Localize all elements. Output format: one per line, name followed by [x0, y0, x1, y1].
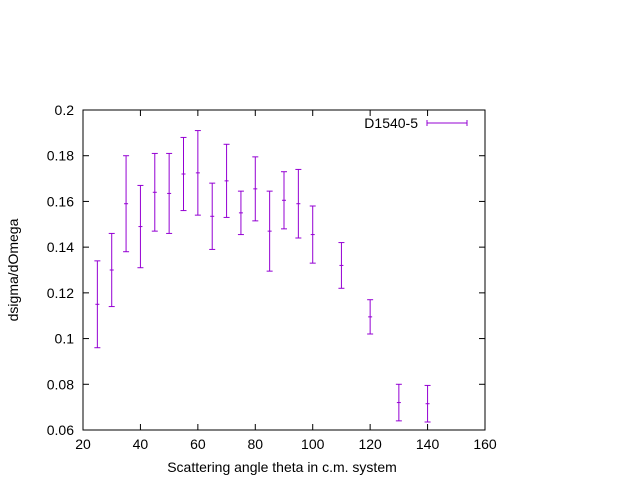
error-bar-point — [252, 156, 259, 222]
error-bar-point — [281, 171, 287, 230]
x-tick-label: 100 — [301, 436, 325, 452]
error-bar-point — [137, 184, 144, 269]
y-tick-label: 0.06 — [47, 422, 74, 438]
x-tick-label: 80 — [247, 436, 263, 452]
error-bar-point — [194, 130, 201, 216]
error-bar-point — [424, 384, 431, 423]
x-axis-label: Scattering angle theta in c.m. system — [167, 459, 397, 475]
error-bar-point — [180, 136, 187, 212]
x-tick-label: 20 — [75, 436, 91, 452]
error-bar-point — [338, 242, 345, 289]
error-bar-point — [123, 155, 130, 253]
series-layer — [94, 130, 431, 423]
error-bar-point — [209, 182, 216, 250]
legend-key — [426, 120, 468, 126]
y-tick-label: 0.16 — [47, 193, 74, 209]
y-tick-label: 0.18 — [47, 148, 74, 164]
error-bar-point — [223, 143, 230, 218]
error-bar-point — [166, 152, 173, 234]
y-tick-label: 0.12 — [47, 285, 74, 301]
y-tick-label: 0.1 — [55, 331, 75, 347]
y-tick-label: 0.08 — [47, 376, 74, 392]
x-tick-label: 60 — [190, 436, 206, 452]
error-bar-point — [367, 299, 374, 335]
plot-frame — [82, 109, 486, 431]
error-bar-point — [395, 383, 402, 422]
error-bar-point — [309, 205, 316, 264]
error-bar-point — [295, 168, 302, 239]
error-bar-point — [237, 190, 244, 236]
error-bar-point — [108, 232, 115, 308]
x-tick-label: 40 — [133, 436, 149, 452]
x-tick-label: 160 — [473, 436, 497, 452]
x-tick-label: 120 — [358, 436, 382, 452]
y-tick-label: 0.2 — [55, 102, 75, 118]
error-bar-point — [151, 152, 158, 232]
y-tick-label: 0.14 — [47, 239, 74, 255]
legend-label-d1540-5: D1540-5 — [364, 115, 418, 131]
error-bar-point — [266, 190, 273, 272]
x-tick-label: 140 — [416, 436, 440, 452]
y-axis-label: dsigma/dOmega — [5, 218, 21, 321]
tick-layer: 20 40 60 80 100 120 140 160 0.06 0.08 0.1 0.12 0.14 0… — [47, 102, 497, 452]
legend: D1540-5 — [364, 115, 468, 131]
error-bar-point — [94, 260, 101, 349]
